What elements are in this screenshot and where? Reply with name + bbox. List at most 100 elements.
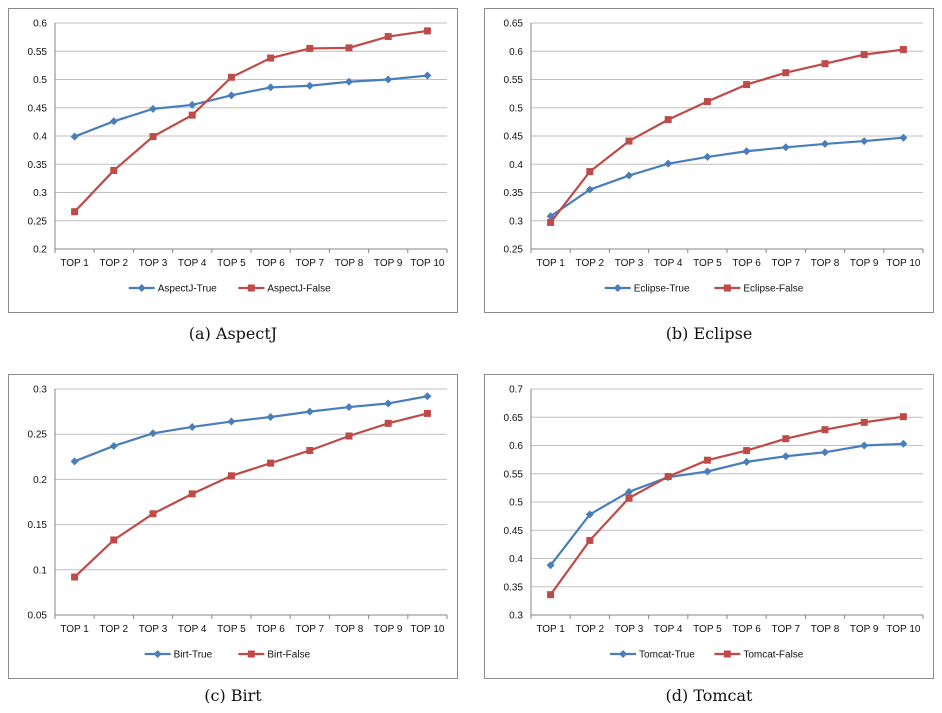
- data-point-square: [267, 459, 275, 467]
- data-point-square: [71, 573, 79, 581]
- data-point-diamond: [625, 487, 633, 496]
- y-tick-label: 0.1: [33, 565, 47, 576]
- chart-caption: (b) Eclipse: [665, 324, 753, 343]
- data-point-diamond: [149, 429, 157, 438]
- data-point-square: [306, 44, 314, 52]
- y-tick-label: 0.15: [28, 520, 48, 531]
- legend-label: Tomcat-True: [639, 650, 695, 661]
- series-line: [549, 136, 904, 218]
- legend-label: Birt-True: [174, 650, 213, 661]
- x-tick-label: TOP 8: [811, 624, 840, 635]
- y-tick-label: 0.35: [504, 188, 524, 199]
- chart-frame: 0.2 0.25 0.3 0.35 0.4 0.45 0.5 0.55 0.6 TOP 1 TOP …: [8, 8, 458, 313]
- legend-marker-diamond: [153, 650, 162, 658]
- data-point-diamond: [188, 100, 197, 109]
- y-tick-label: 0.05: [28, 611, 48, 622]
- x-tick-label: TOP 1: [536, 258, 565, 269]
- x-tick-label: TOP 6: [732, 624, 761, 635]
- data-point-square: [345, 432, 353, 440]
- x-tick-label: TOP 7: [772, 258, 801, 269]
- series-line: [73, 29, 428, 213]
- y-tick-label: 0.4: [509, 554, 523, 565]
- data-point-square: [110, 166, 118, 174]
- y-tick-label: 0.5: [33, 75, 47, 86]
- data-point-square: [384, 33, 392, 41]
- x-tick-label: TOP 3: [615, 624, 644, 635]
- y-tick-label: 0.55: [504, 75, 524, 86]
- series-line: [74, 395, 428, 463]
- data-point-square: [149, 510, 157, 518]
- data-point-diamond: [742, 147, 751, 156]
- data-point-square: [547, 591, 555, 599]
- line-chart-tomcat: 0.3 0.35 0.4 0.45 0.5 0.55 0.6 0.65 0.7 TOP 1 TOP …: [504, 385, 924, 661]
- data-point-diamond: [781, 143, 790, 152]
- y-tick-label: 0.3: [509, 216, 523, 227]
- y-tick-label: 0.65: [504, 19, 524, 30]
- x-tick-label: TOP 9: [374, 258, 403, 269]
- data-point-diamond: [860, 441, 869, 450]
- x-tick-label: TOP 7: [296, 258, 325, 269]
- data-point-square: [423, 27, 431, 35]
- data-point-diamond: [266, 413, 275, 422]
- data-point-square: [586, 168, 594, 176]
- data-point-diamond: [860, 137, 869, 146]
- series-line: [74, 74, 428, 138]
- y-tick-label: 0.2: [33, 245, 47, 256]
- data-point-diamond: [781, 452, 790, 461]
- y-tick-label: 0.6: [33, 19, 47, 30]
- x-tick-label: TOP 9: [850, 624, 879, 635]
- x-tick-label: TOP 3: [139, 258, 168, 269]
- y-tick-label: 0.65: [504, 413, 524, 424]
- y-tick-label: 0.35: [504, 582, 524, 593]
- chart-frame: 0.3 0.35 0.4 0.45 0.5 0.55 0.6 0.65 0.7 TOP 1 TOP …: [484, 374, 934, 679]
- y-tick-label: 0.25: [504, 245, 524, 256]
- data-point-square: [821, 426, 829, 434]
- legend-marker-square: [247, 650, 255, 658]
- data-point-diamond: [625, 171, 633, 180]
- data-point-square: [703, 98, 711, 106]
- data-point-diamond: [585, 510, 594, 519]
- y-tick-label: 0.6: [509, 47, 523, 58]
- y-tick-label: 0.7: [509, 385, 523, 396]
- chart-frame: 0.05 0.1 0.15 0.2 0.25 0.3 TOP 1 TOP 2 TOP 3 TOP …: [8, 374, 458, 679]
- data-point-diamond: [821, 448, 829, 457]
- data-point-diamond: [423, 71, 432, 80]
- data-point-square: [227, 472, 235, 480]
- data-point-square: [71, 208, 79, 216]
- data-point-diamond: [70, 132, 79, 141]
- x-tick-label: TOP 8: [811, 258, 840, 269]
- series-line: [73, 412, 428, 578]
- data-point-diamond: [664, 159, 673, 168]
- y-tick-label: 0.2: [33, 475, 47, 486]
- line-chart-eclipse: 0.25 0.3 0.35 0.4 0.45 0.5 0.55 0.6 0.65 TOP 1 TOP…: [504, 19, 924, 295]
- data-point-square: [703, 456, 711, 464]
- data-point-square: [423, 409, 431, 417]
- data-point-square: [345, 44, 353, 52]
- chart-frame: 0.25 0.3 0.35 0.4 0.45 0.5 0.55 0.6 0.65 TOP 1 TOP…: [484, 8, 934, 313]
- x-tick-label: TOP 5: [217, 624, 246, 635]
- y-tick-label: 0.5: [509, 498, 523, 509]
- x-tick-label: TOP 9: [850, 258, 879, 269]
- x-tick-label: TOP 2: [576, 258, 605, 269]
- y-tick-label: 0.45: [28, 103, 48, 114]
- x-tick-label: TOP 4: [654, 258, 683, 269]
- data-point-diamond: [899, 439, 908, 448]
- data-point-diamond: [585, 185, 594, 194]
- y-tick-label: 0.25: [28, 216, 48, 227]
- data-point-diamond: [266, 83, 275, 92]
- line-chart-aspectj: 0.2 0.25 0.3 0.35 0.4 0.45 0.5 0.55 0.6 TOP 1 TOP …: [28, 19, 448, 295]
- legend: Tomcat-True Tomcat-False: [610, 650, 804, 661]
- x-tick-label: TOP 1: [60, 624, 89, 635]
- data-point-square: [625, 137, 633, 145]
- data-point-square: [110, 536, 118, 544]
- data-point-diamond: [149, 104, 157, 113]
- data-point-diamond: [899, 133, 908, 142]
- data-point-square: [743, 81, 751, 89]
- line-chart-birt: 0.05 0.1 0.15 0.2 0.25 0.3 TOP 1 TOP 2 TOP 3 TOP …: [28, 385, 448, 661]
- x-tick-label: TOP 10: [886, 258, 921, 269]
- chart-caption: (a) AspectJ: [188, 324, 278, 343]
- legend: AspectJ-True AspectJ-False: [128, 284, 331, 295]
- x-tick-label: TOP 5: [693, 624, 722, 635]
- legend-marker-diamond: [613, 284, 622, 292]
- data-point-square: [149, 133, 157, 141]
